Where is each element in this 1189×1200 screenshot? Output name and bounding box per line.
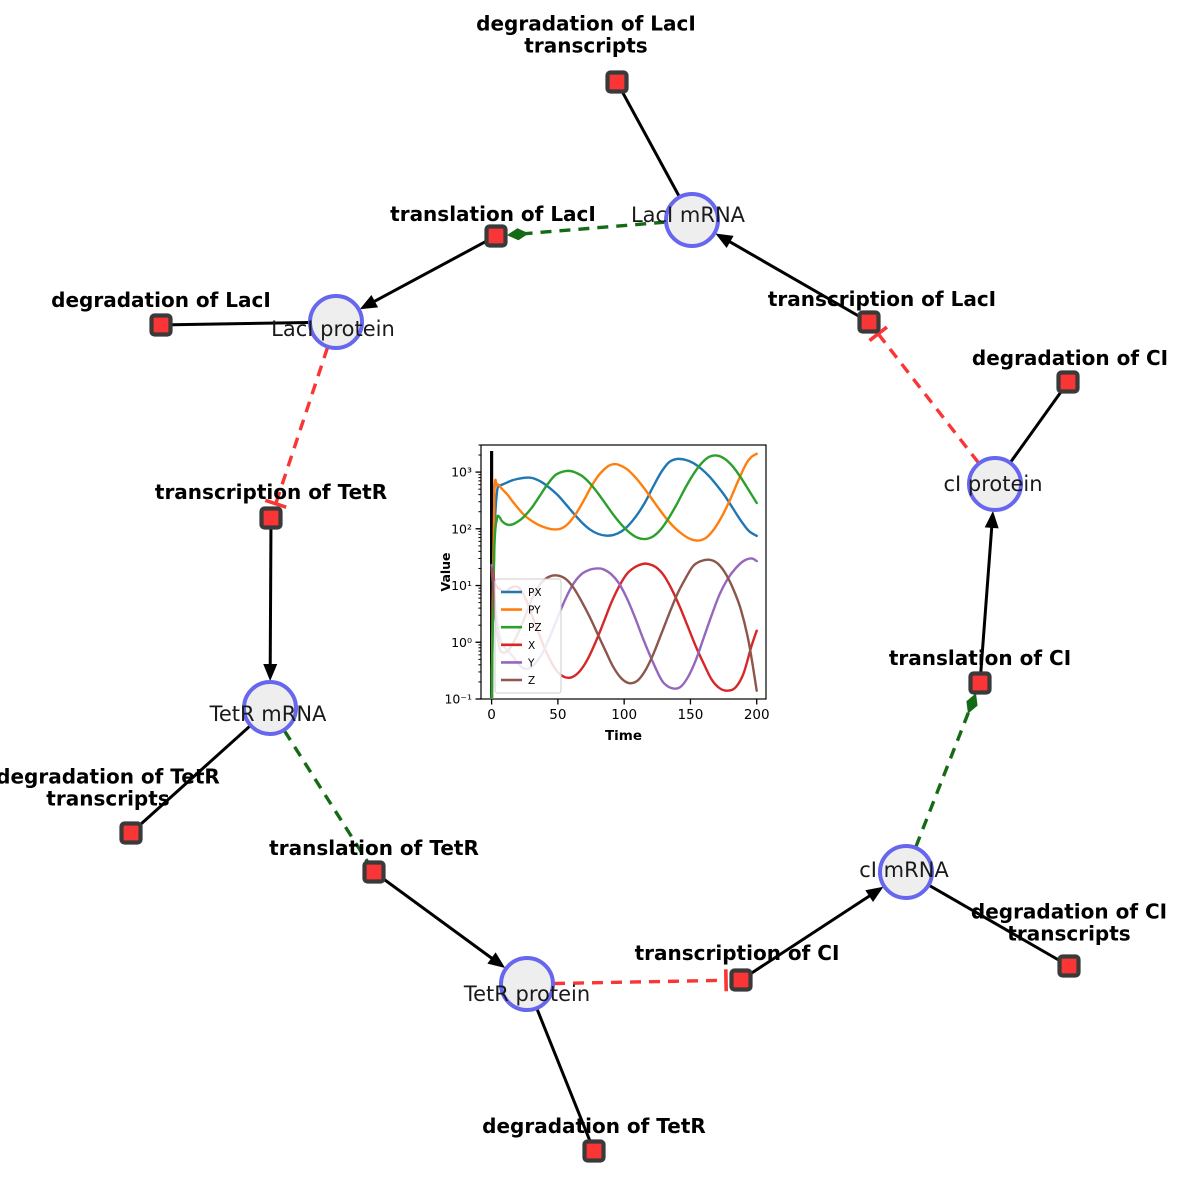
x-tick-label: 150 (678, 707, 704, 723)
reaction-node-tx_ci[interactable] (729, 968, 753, 992)
x-tick-label: 200 (744, 707, 770, 723)
arrowhead-triangle (715, 233, 734, 249)
reaction-node-deg_ci[interactable] (1056, 370, 1080, 394)
arrowhead-diamond (966, 693, 978, 714)
reaction-node-deg_laci_tx[interactable] (605, 70, 629, 94)
edge-substrate (366, 239, 488, 307)
x-tick-label: 50 (549, 707, 566, 723)
plot-legend: PX PY PZ XYZ (494, 578, 562, 694)
y-tick-label: 10⁻¹ (444, 692, 472, 707)
reaction-node-deg_laci[interactable] (149, 313, 173, 337)
species-node-laci_mrna[interactable] (664, 192, 720, 248)
reaction-node-tx_laci[interactable] (857, 310, 881, 334)
species-node-tetr_prot[interactable] (499, 956, 555, 1012)
arrowhead-triangle (487, 952, 506, 969)
y-tick-label: 10¹ (451, 578, 472, 593)
species-node-tetr_mrna[interactable] (242, 680, 298, 736)
arrowhead-tbar (264, 498, 287, 509)
arrowhead-diamond (506, 228, 529, 241)
y-axis-label: Value (438, 552, 453, 591)
arrowhead-triangle (984, 510, 999, 529)
legend-label-X: X (528, 640, 535, 652)
legend-box (494, 578, 562, 694)
reaction-node-tx_tetr[interactable] (259, 506, 283, 530)
legend-label-PX: PX (528, 587, 542, 599)
arrowhead-tbar (868, 325, 888, 343)
edge-substrate (381, 877, 499, 964)
edge-substrate (138, 724, 251, 827)
edge-substrate (1009, 390, 1063, 463)
edge-substrate (928, 884, 1061, 962)
reaction-node-deg_tetr_tx[interactable] (119, 821, 143, 845)
species-node-laci_prot[interactable] (308, 294, 364, 350)
arrowhead-triangle (263, 663, 278, 682)
reaction-node-deg_tetr[interactable] (582, 1139, 606, 1163)
legend-label-Y: Y (527, 657, 535, 669)
legend-label-Z: Z (528, 675, 535, 687)
y-tick-label: 10³ (451, 465, 472, 480)
series-line-PZ (490, 454, 758, 699)
y-tick-label: 10⁰ (451, 635, 472, 650)
legend-label-PY: PY (528, 605, 541, 617)
reaction-node-tr_laci[interactable] (484, 224, 508, 248)
edge-substrate (722, 236, 861, 318)
edge-substrate (171, 320, 310, 327)
series-line-PY (490, 452, 758, 699)
edge-substrate (268, 528, 273, 673)
legend-label-PZ: PZ (528, 622, 542, 634)
edge-substrate (749, 890, 877, 976)
y-tick-label: 10² (451, 521, 472, 536)
x-axis-label: Time (605, 728, 642, 744)
x-tick-label: 0 (487, 707, 496, 723)
edge-activation (283, 729, 370, 864)
reaction-node-deg_ci_tx[interactable] (1057, 954, 1081, 978)
arrowhead-triangle (865, 886, 884, 902)
reaction-node-tr_tetr[interactable] (362, 860, 386, 884)
series-line-PX (490, 457, 758, 699)
edge-activation (914, 699, 976, 848)
edge-substrate (979, 519, 994, 673)
edge-substrate (535, 1008, 592, 1142)
edge-activation (513, 220, 666, 237)
edge-inhibition (553, 978, 728, 986)
edge-inhibition (876, 332, 980, 464)
edge-inhibition (273, 347, 330, 506)
arrowhead-triangle (359, 295, 379, 310)
species-node-ci_prot[interactable] (967, 456, 1023, 512)
timecourse-plot: 10⁻¹ 10⁰ 10¹ 10² 10³ 0 50 100 150 200 Time Value PX P… (437, 437, 773, 747)
edge-substrate (620, 90, 681, 197)
species-node-ci_mrna[interactable] (878, 844, 934, 900)
x-tick-label: 100 (611, 707, 637, 723)
reaction-node-tr_ci[interactable] (968, 671, 992, 695)
